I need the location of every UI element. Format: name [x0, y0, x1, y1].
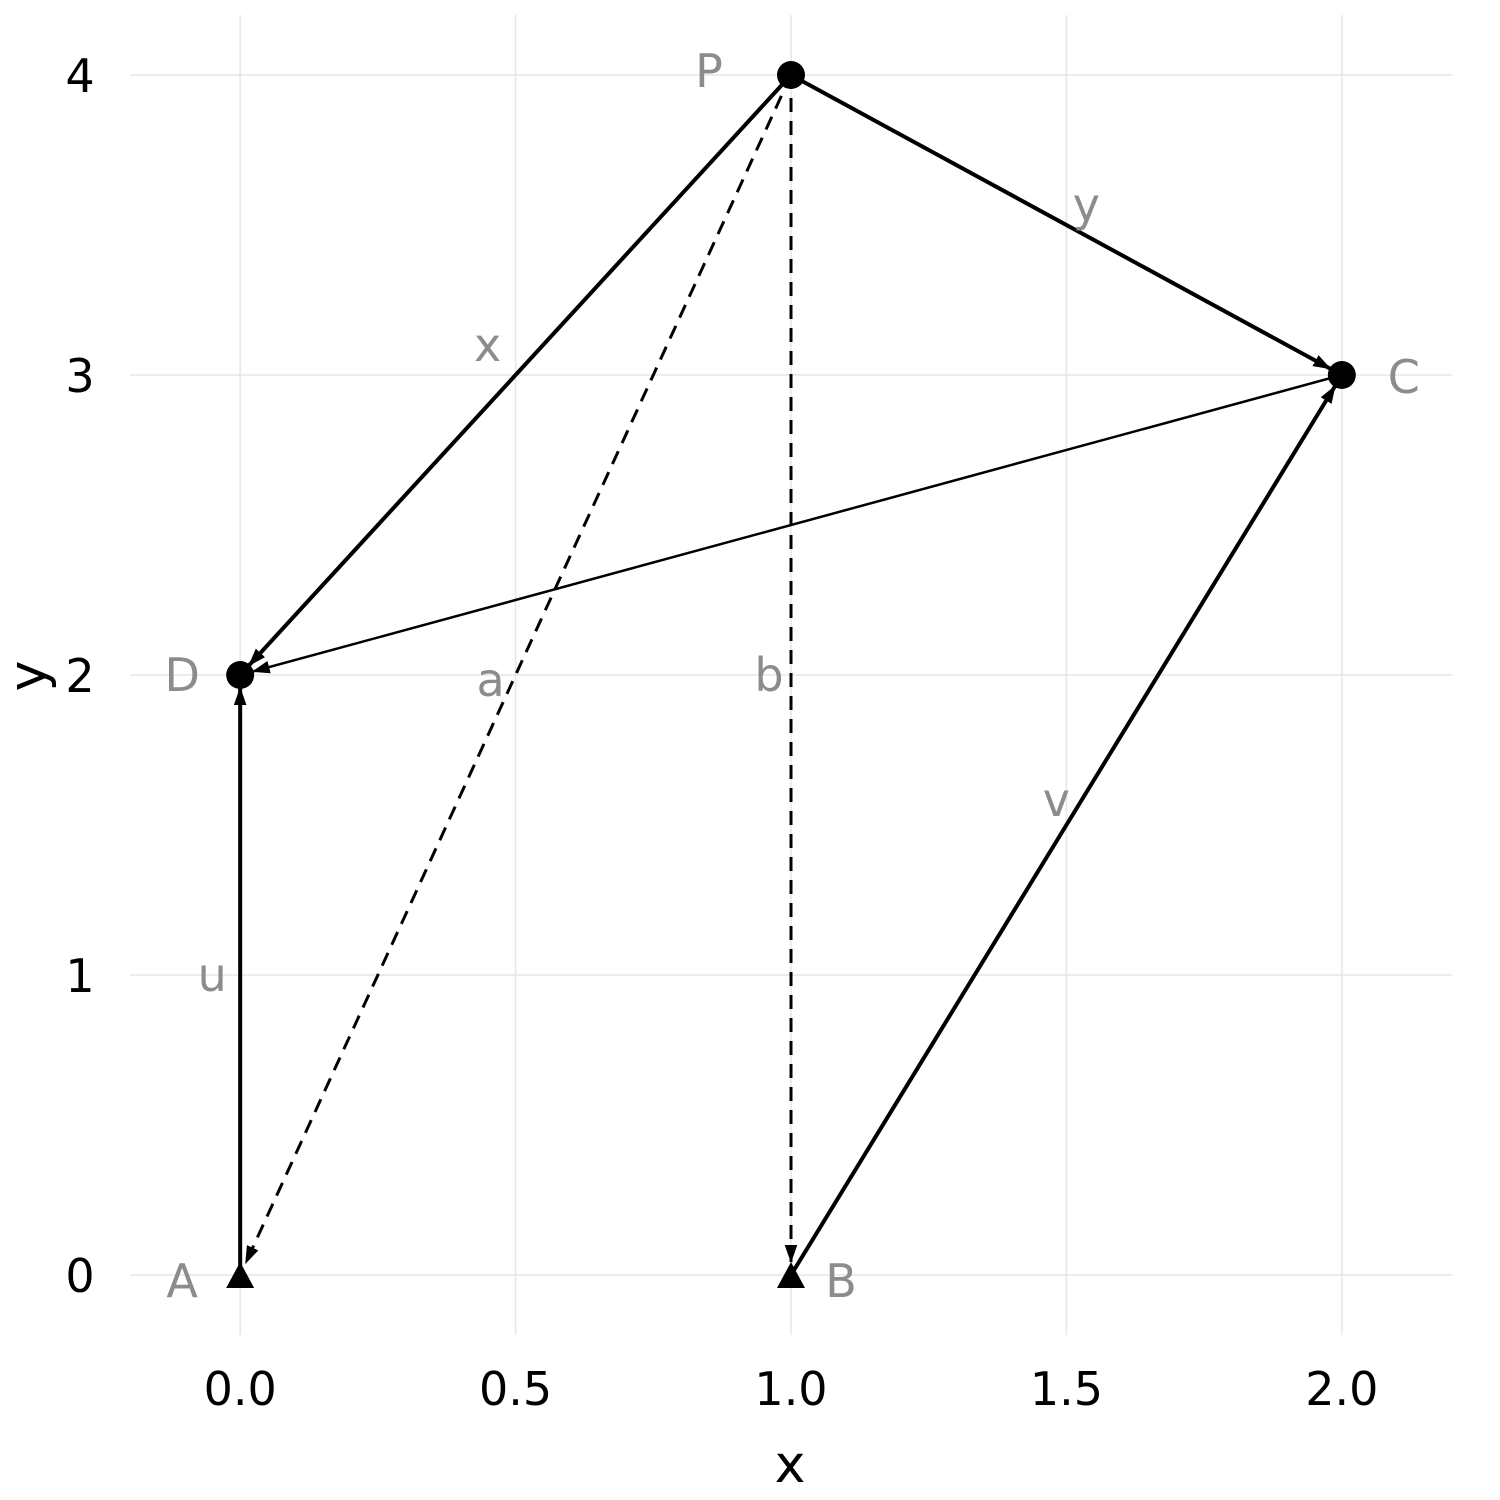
point-label-c: C [1388, 350, 1420, 404]
y-tick-label: 3 [65, 349, 94, 403]
vector-x [246, 73, 793, 668]
x-tick-label: 1.0 [754, 1362, 827, 1416]
point-p [777, 61, 805, 89]
x-axis-title: x [775, 1435, 806, 1495]
vector-v [789, 384, 1338, 1277]
vectors [233, 73, 1343, 1277]
vector-label-u: u [198, 948, 227, 1002]
vector-label-v: v [1043, 773, 1070, 827]
point-b [777, 1262, 805, 1288]
point-a [226, 1262, 255, 1288]
x-tick-label: 0.5 [479, 1362, 552, 1416]
vector-label-y: y [1073, 178, 1100, 232]
vector-label-a: a [476, 653, 504, 707]
point-d [226, 661, 255, 689]
vector-a [243, 74, 793, 1265]
labels: x y a b u v A B C D P [164, 44, 1419, 1308]
y-axis-title: y [0, 661, 58, 692]
y-tick-label: 4 [65, 49, 94, 103]
x-tick-label: 0.0 [204, 1362, 277, 1416]
x-tick-label: 2.0 [1305, 1362, 1378, 1416]
vector-y [790, 73, 1333, 372]
point-label-d: D [164, 648, 199, 702]
point-label-a: A [166, 1254, 198, 1308]
point-c [1327, 361, 1356, 389]
vector-label-b: b [754, 648, 783, 702]
vector-cd [251, 373, 1343, 674]
points [226, 61, 1356, 1288]
x-tick-label: 1.5 [1030, 1362, 1103, 1416]
axes: x y 0.0 0.5 1.0 1.5 2.0 0 1 2 3 4 [0, 49, 1378, 1495]
y-tick-label: 1 [65, 949, 94, 1003]
point-label-p: P [695, 44, 723, 98]
y-tick-label: 2 [65, 649, 94, 703]
point-label-b: B [825, 1254, 857, 1308]
vector-label-x: x [474, 318, 501, 372]
y-tick-label: 0 [65, 1249, 94, 1303]
